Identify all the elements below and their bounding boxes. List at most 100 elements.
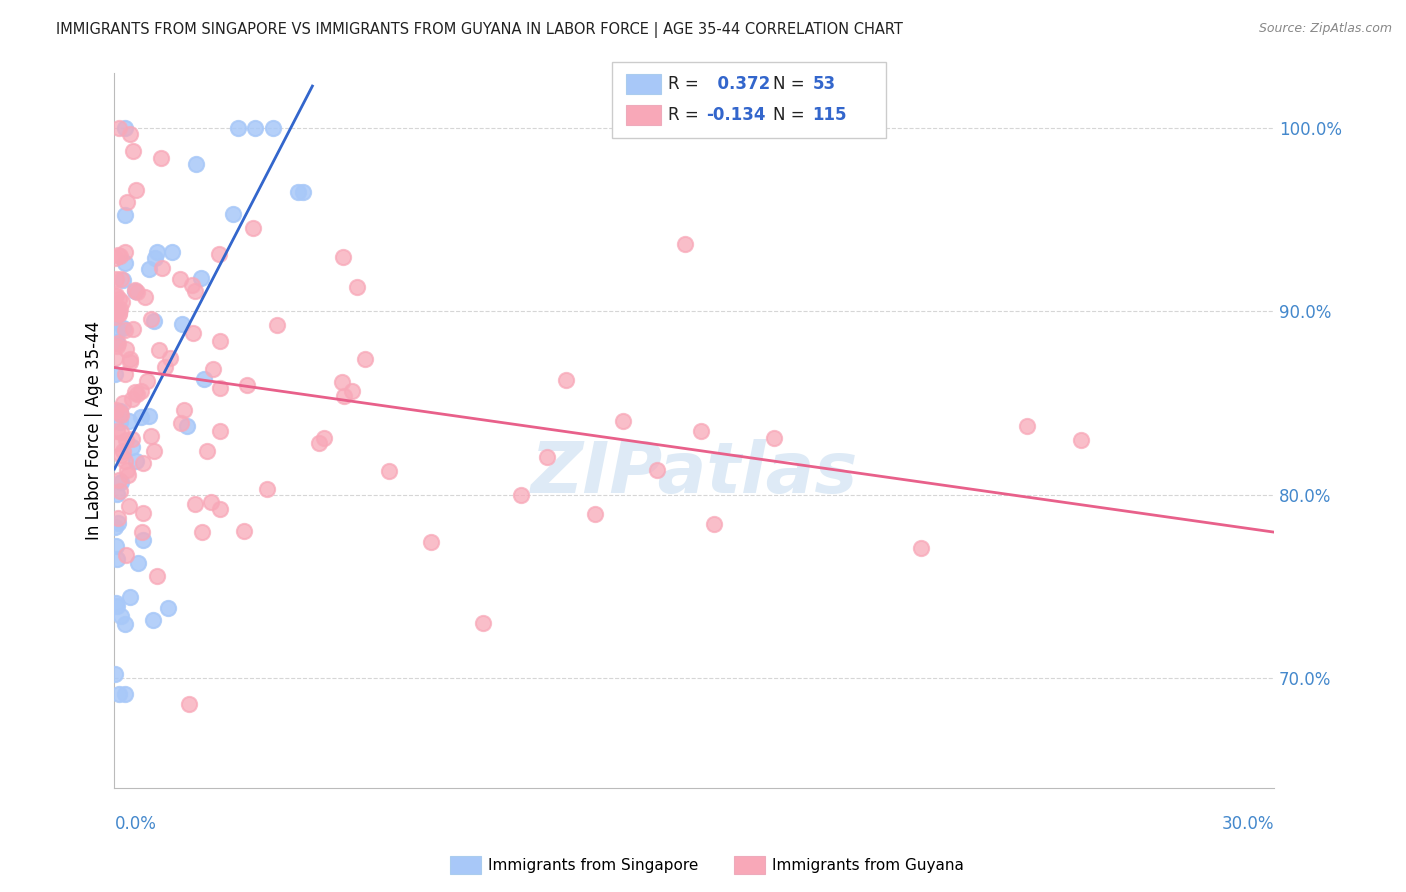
Point bbox=[105, 272, 128, 286]
Point bbox=[186, 157, 208, 171]
Point bbox=[200, 494, 222, 508]
Point bbox=[156, 600, 179, 615]
Point bbox=[703, 516, 725, 531]
Point bbox=[114, 367, 136, 381]
Point bbox=[377, 464, 399, 478]
Point bbox=[110, 448, 132, 462]
Point bbox=[138, 409, 160, 424]
Point bbox=[146, 568, 169, 582]
Text: 30.0%: 30.0% bbox=[1222, 815, 1274, 833]
Point bbox=[107, 336, 129, 351]
Point bbox=[184, 284, 207, 298]
Point bbox=[690, 424, 713, 438]
Point bbox=[1070, 433, 1092, 447]
Point bbox=[420, 535, 443, 549]
Point bbox=[472, 615, 495, 630]
Point bbox=[114, 688, 136, 702]
Point bbox=[122, 321, 145, 335]
Point bbox=[114, 120, 136, 135]
Y-axis label: In Labor Force | Age 35-44: In Labor Force | Age 35-44 bbox=[86, 321, 103, 540]
Point bbox=[107, 436, 129, 450]
Point bbox=[105, 424, 128, 438]
Point bbox=[148, 343, 170, 358]
Point bbox=[105, 300, 128, 314]
Point bbox=[104, 310, 127, 324]
Point bbox=[104, 305, 127, 319]
Point bbox=[110, 272, 132, 286]
Point bbox=[105, 302, 128, 317]
Point bbox=[104, 519, 127, 533]
Point bbox=[235, 378, 257, 392]
Text: 115: 115 bbox=[813, 106, 848, 124]
Point bbox=[115, 548, 138, 562]
Point bbox=[510, 488, 533, 502]
Point bbox=[110, 483, 132, 498]
Point bbox=[332, 250, 354, 264]
Point bbox=[105, 402, 128, 417]
Point bbox=[110, 408, 132, 422]
Point bbox=[107, 687, 129, 701]
Point bbox=[114, 208, 136, 222]
Point bbox=[262, 120, 284, 135]
Point bbox=[332, 376, 354, 390]
Point bbox=[142, 613, 165, 627]
Point bbox=[115, 463, 138, 477]
Point bbox=[105, 336, 128, 351]
Point bbox=[353, 352, 375, 367]
Point bbox=[612, 414, 634, 428]
Text: ZIPatlas: ZIPatlas bbox=[530, 439, 858, 508]
Point bbox=[105, 334, 128, 349]
Point bbox=[110, 608, 132, 623]
Point bbox=[121, 433, 143, 447]
Point bbox=[762, 431, 785, 445]
Point bbox=[197, 444, 219, 458]
Point bbox=[142, 313, 165, 327]
Point bbox=[114, 616, 136, 631]
Point bbox=[107, 120, 129, 135]
Point bbox=[150, 151, 173, 165]
Point bbox=[222, 206, 245, 220]
Point bbox=[110, 406, 132, 420]
Point bbox=[115, 194, 138, 209]
Point bbox=[108, 249, 131, 263]
Point bbox=[110, 425, 132, 440]
Point bbox=[554, 373, 576, 387]
Point bbox=[114, 323, 136, 337]
Point bbox=[108, 474, 131, 488]
Point bbox=[121, 392, 143, 406]
Point bbox=[146, 244, 169, 259]
Point bbox=[118, 127, 141, 141]
Point bbox=[190, 270, 212, 285]
Point bbox=[110, 475, 132, 490]
Point bbox=[291, 185, 314, 199]
Point bbox=[179, 697, 201, 711]
Text: Immigrants from Singapore: Immigrants from Singapore bbox=[488, 858, 699, 872]
Point bbox=[346, 280, 368, 294]
Point bbox=[121, 440, 143, 454]
Point bbox=[132, 456, 155, 470]
Point bbox=[181, 277, 204, 292]
Point bbox=[105, 539, 128, 553]
Point bbox=[208, 381, 231, 395]
Point bbox=[202, 362, 225, 376]
Point bbox=[105, 599, 128, 613]
Point bbox=[141, 429, 163, 443]
Point bbox=[125, 454, 148, 468]
Point bbox=[104, 252, 127, 266]
Point bbox=[266, 318, 288, 332]
Point bbox=[111, 396, 134, 410]
Point bbox=[134, 291, 156, 305]
Point bbox=[112, 273, 135, 287]
Point bbox=[242, 220, 264, 235]
Point bbox=[312, 431, 335, 445]
Point bbox=[104, 667, 127, 681]
Point bbox=[118, 351, 141, 366]
Point bbox=[124, 284, 146, 298]
Point bbox=[114, 256, 136, 270]
Point bbox=[111, 320, 134, 334]
Point bbox=[159, 351, 181, 365]
Point bbox=[536, 450, 558, 465]
Point bbox=[124, 283, 146, 297]
Point bbox=[107, 248, 129, 262]
Point bbox=[129, 409, 152, 424]
